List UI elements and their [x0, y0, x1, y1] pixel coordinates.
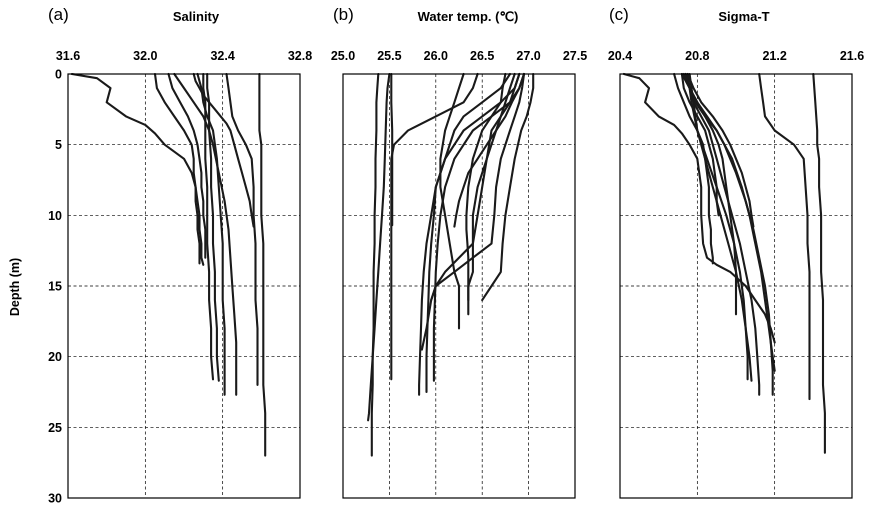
panel-c-profile-line	[682, 72, 738, 316]
panel-b-xtick-label: 27.0	[516, 49, 540, 63]
panel-c-letter: (c)	[609, 5, 629, 24]
panel-b-profile-line	[367, 72, 391, 422]
panel-a-profile-line	[173, 72, 238, 396]
y-axis-label: Depth (m)	[8, 258, 22, 316]
panel-b-profile-line	[370, 72, 380, 457]
panel-c-profile-line	[684, 72, 761, 396]
y-tick-label: 25	[48, 421, 62, 435]
y-tick-label: 5	[55, 138, 62, 152]
panel-a-xtick-label: 32.8	[288, 49, 312, 63]
panel-a-profile-line	[153, 72, 201, 265]
panel-a-x-tick-labels: 31.6 32.0 32.4 32.8	[56, 49, 312, 63]
panel-salinity: (a) Salinity 31.6 32.0 32.4 32.8	[48, 5, 312, 499]
panel-b-xtick-label: 25.0	[331, 49, 355, 63]
panel-a-profile-line	[196, 72, 226, 396]
panel-c-grid	[620, 74, 852, 498]
panel-c-profile-line	[622, 72, 776, 344]
panel-c-frame	[619, 73, 853, 499]
panel-b-profile-line	[390, 72, 479, 381]
panel-a-profile-line	[70, 72, 205, 266]
y-tick-labels: 0 5 10 15 20 25 30	[48, 68, 62, 506]
panel-b-x-tick-labels: 25.0 25.5 26.0 26.5 27.0 27.5	[331, 49, 587, 63]
panel-c-profile-line	[684, 72, 776, 372]
panel-b-profile-line	[418, 72, 512, 396]
panel-b-xtick-label: 26.5	[470, 49, 494, 63]
panel-a-title: Salinity	[173, 9, 220, 24]
panel-a-xtick-label: 31.6	[56, 49, 80, 63]
panel-c-profiles	[622, 72, 826, 454]
panel-c-xtick-label: 21.6	[840, 49, 864, 63]
panel-b-profiles	[367, 72, 535, 457]
panel-b-profile-line	[465, 72, 507, 302]
panel-a-xtick-label: 32.4	[210, 49, 234, 63]
panel-b-profile-line	[430, 72, 526, 302]
panel-a-profile-line	[258, 72, 267, 457]
panel-b-xtick-label: 26.0	[424, 49, 448, 63]
panel-c-profile-line	[812, 72, 826, 454]
panel-b-profile-line	[481, 72, 535, 302]
panel-water-temp: (b) Water temp. (℃) 25.0 25.5 26.0 26.5 27.0…	[331, 5, 587, 499]
y-tick-label: 0	[55, 68, 62, 82]
panel-b-profile-line	[439, 72, 465, 330]
y-tick-label: 30	[48, 492, 62, 506]
panel-a-profile-line	[202, 72, 215, 381]
panel-c-title: Sigma-T	[718, 9, 769, 24]
panel-b-letter: (b)	[333, 5, 354, 24]
panel-c-profile-line	[673, 72, 714, 265]
panel-c-xtick-label: 20.4	[608, 49, 632, 63]
panel-sigma-t: (c) Sigma-T 20.4 20.8 21.2 21.6	[608, 5, 864, 499]
panel-b-xtick-label: 25.5	[377, 49, 401, 63]
panel-a-profile-line	[167, 72, 207, 259]
panel-c-xtick-label: 20.8	[685, 49, 709, 63]
panel-a-profiles	[70, 72, 267, 457]
panel-c-xtick-label: 21.2	[762, 49, 786, 63]
panel-a-letter: (a)	[48, 5, 69, 24]
panel-a-xtick-label: 32.0	[133, 49, 157, 63]
panel-a-profile-line	[225, 72, 259, 386]
panel-c-profile-line	[680, 72, 720, 217]
y-tick-label: 10	[48, 209, 62, 223]
panel-b-profile-line	[453, 72, 526, 228]
panel-c-profile-line	[686, 72, 755, 228]
panel-a-profile-line	[192, 72, 255, 228]
panel-b-frame	[342, 73, 576, 499]
panel-b-profile-line	[425, 72, 521, 394]
panel-a-frame	[67, 73, 301, 499]
panel-b-title: Water temp. (℃)	[418, 9, 519, 24]
panel-c-profile-line	[758, 72, 811, 401]
panel-c-x-tick-labels: 20.4 20.8 21.2 21.6	[608, 49, 864, 63]
panel-b-xtick-label: 27.5	[563, 49, 587, 63]
y-tick-label: 20	[48, 350, 62, 364]
y-tick-label: 15	[48, 280, 62, 294]
